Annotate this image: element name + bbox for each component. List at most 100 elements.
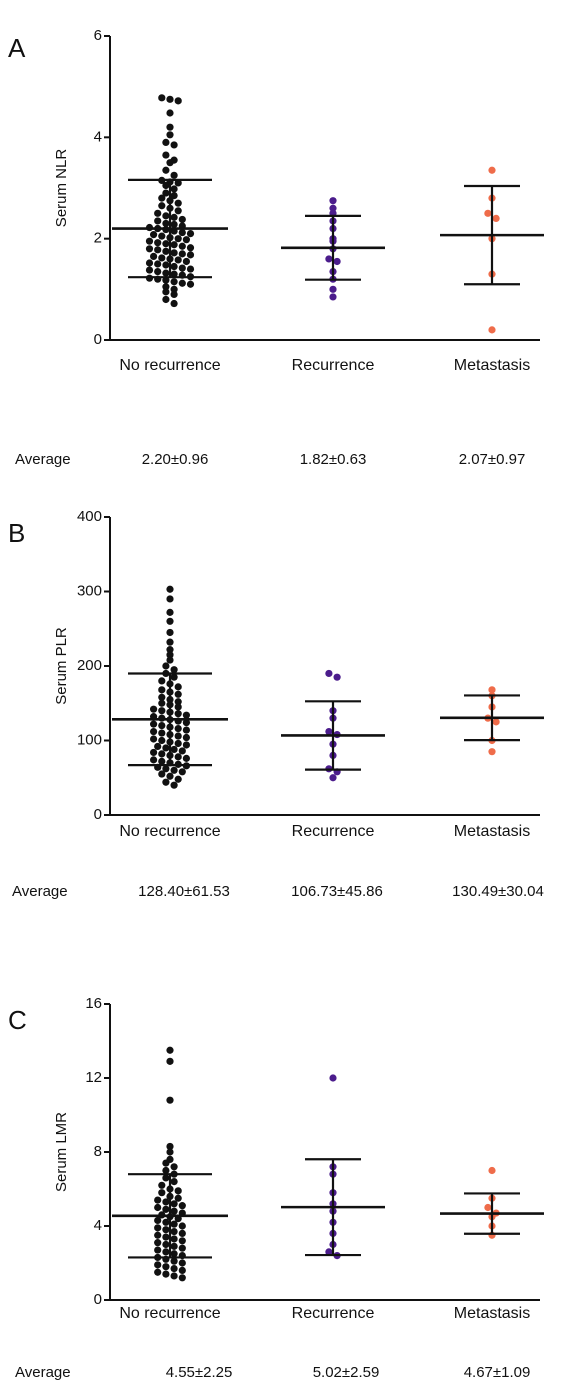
data-point bbox=[178, 242, 186, 250]
data-point bbox=[154, 1239, 162, 1247]
data-point bbox=[170, 781, 178, 789]
data-point bbox=[166, 95, 174, 103]
data-point bbox=[174, 256, 182, 264]
data-point bbox=[145, 266, 154, 274]
y-axis-label: Serum PLR bbox=[53, 627, 70, 705]
data-point bbox=[154, 742, 162, 751]
data-point bbox=[174, 207, 182, 215]
data-point bbox=[162, 166, 170, 174]
data-point bbox=[170, 290, 178, 298]
data-point bbox=[170, 1227, 178, 1236]
data-point bbox=[158, 722, 166, 730]
data-point bbox=[162, 1270, 170, 1278]
data-point bbox=[150, 727, 158, 736]
data-point bbox=[154, 268, 162, 276]
panel-label: A bbox=[8, 33, 26, 63]
x-tick-label: Metastasis bbox=[454, 357, 530, 374]
data-point bbox=[170, 1264, 178, 1273]
data-point bbox=[154, 1216, 162, 1225]
data-point bbox=[158, 1181, 166, 1189]
data-point bbox=[325, 1248, 333, 1256]
average-value: 2.07±0.97 bbox=[459, 451, 526, 468]
data-point bbox=[162, 744, 170, 752]
data-point bbox=[154, 1224, 162, 1232]
data-point bbox=[182, 754, 190, 762]
data-point bbox=[158, 677, 166, 685]
data-point bbox=[174, 710, 182, 718]
y-tick-label: 12 bbox=[85, 1069, 102, 1086]
data-point bbox=[170, 241, 178, 249]
average-value: 2.20±0.96 bbox=[142, 451, 209, 468]
data-point bbox=[484, 209, 492, 217]
data-point bbox=[162, 295, 170, 304]
data-point bbox=[150, 748, 158, 757]
data-point bbox=[154, 260, 162, 268]
series-metastasis bbox=[440, 686, 544, 756]
data-point bbox=[170, 192, 178, 200]
data-point bbox=[158, 202, 166, 210]
data-point bbox=[492, 214, 500, 222]
data-point bbox=[158, 232, 166, 240]
y-tick-label: 4 bbox=[94, 128, 102, 145]
data-point bbox=[178, 1259, 186, 1267]
data-point bbox=[162, 1166, 170, 1175]
data-point bbox=[162, 662, 170, 670]
data-point bbox=[488, 166, 496, 174]
data-point bbox=[174, 753, 182, 761]
data-point bbox=[492, 718, 500, 726]
data-point bbox=[329, 285, 337, 293]
data-point bbox=[162, 189, 170, 197]
data-point bbox=[178, 264, 186, 272]
panel-B: B Serum PLR 0 100 200 300 400 No recurrence Recu… bbox=[8, 508, 544, 900]
data-point bbox=[166, 651, 174, 659]
average-label: Average bbox=[12, 883, 68, 900]
data-point bbox=[154, 1246, 162, 1254]
data-point bbox=[488, 1166, 496, 1175]
series-recurrence bbox=[281, 669, 385, 782]
data-point bbox=[162, 1174, 170, 1182]
data-point bbox=[150, 756, 158, 764]
data-point bbox=[150, 720, 158, 728]
data-point bbox=[170, 185, 178, 193]
series-recurrence bbox=[281, 197, 385, 301]
data-point bbox=[170, 1250, 178, 1258]
panel-A: A Serum NLR 0 2 4 6 No recurrence Recurrence Met… bbox=[8, 27, 544, 468]
data-point bbox=[154, 1196, 162, 1204]
x-tick-label: Metastasis bbox=[454, 823, 530, 840]
data-point bbox=[174, 690, 182, 698]
data-point bbox=[329, 1074, 337, 1082]
series-metastasis bbox=[440, 166, 544, 334]
data-point bbox=[182, 741, 190, 749]
data-point bbox=[162, 269, 170, 277]
data-point bbox=[174, 724, 182, 733]
data-point bbox=[170, 745, 178, 754]
data-point bbox=[162, 1205, 170, 1213]
data-point bbox=[170, 1200, 178, 1208]
data-point bbox=[178, 1274, 186, 1282]
data-point bbox=[154, 246, 162, 254]
data-point bbox=[145, 259, 154, 267]
data-point bbox=[170, 141, 178, 149]
data-point bbox=[178, 1222, 186, 1230]
data-point bbox=[182, 719, 190, 727]
series-no-recurrence bbox=[112, 585, 228, 789]
x-tick-label: No recurrence bbox=[119, 357, 220, 374]
average-label: Average bbox=[15, 1364, 71, 1381]
x-tick-label: Recurrence bbox=[292, 357, 375, 374]
data-point bbox=[488, 686, 496, 694]
data-point bbox=[178, 228, 186, 237]
data-point bbox=[174, 683, 182, 691]
data-point bbox=[158, 686, 166, 694]
average-value: 4.67±1.09 bbox=[464, 1364, 531, 1381]
data-point bbox=[166, 608, 174, 616]
data-point bbox=[158, 94, 166, 102]
data-point bbox=[174, 1194, 182, 1202]
data-point bbox=[166, 131, 174, 139]
data-point bbox=[186, 280, 195, 288]
y-tick-label: 400 bbox=[77, 508, 102, 525]
data-point bbox=[158, 699, 166, 707]
x-tick-label: Recurrence bbox=[292, 1305, 375, 1322]
series-metastasis bbox=[440, 1166, 544, 1239]
data-point bbox=[154, 1203, 162, 1212]
data-point bbox=[166, 617, 174, 625]
